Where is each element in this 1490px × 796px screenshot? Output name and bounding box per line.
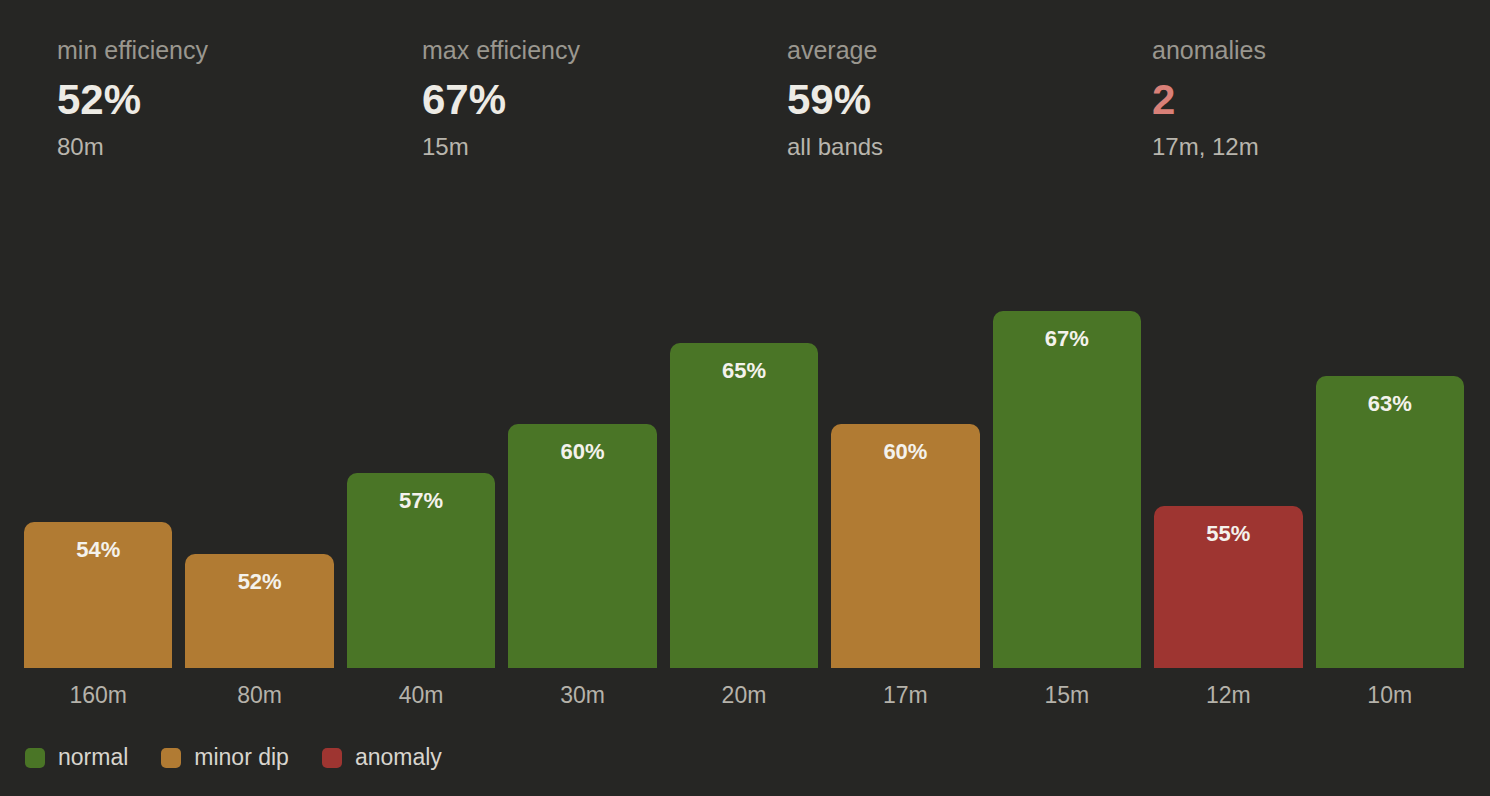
x-axis-label-10m: 10m — [1316, 682, 1464, 709]
x-axis-label-30m: 30m — [508, 682, 656, 709]
bar-10m[interactable]: 63% — [1316, 376, 1464, 668]
anomaly-swatch-icon — [322, 748, 342, 768]
x-axis-label-12m: 12m — [1154, 682, 1302, 709]
bar-chart: 54% 52% 57% 60% 65% 60% 67% 55% 63% — [24, 262, 1464, 668]
bar-80m[interactable]: 52% — [185, 554, 333, 668]
x-axis-label-80m: 80m — [185, 682, 333, 709]
x-axis-label-160m: 160m — [24, 682, 172, 709]
band-efficiency-dashboard: min efficiency 52% 80m max efficiency 67% 15m… — [0, 0, 1490, 796]
stats-row: min efficiency 52% 80m max efficiency 67% 15m… — [57, 36, 1490, 161]
x-axis-label-17m: 17m — [831, 682, 979, 709]
bar-value-label: 52% — [185, 554, 333, 595]
stat-value: 2 — [1152, 76, 1490, 124]
bar-15m[interactable]: 67% — [993, 311, 1141, 668]
stat-max-efficiency: max efficiency 67% 15m — [422, 36, 787, 161]
bar-value-label: 60% — [508, 424, 656, 465]
bar-value-label: 57% — [347, 473, 495, 514]
bar-value-label: 60% — [831, 424, 979, 465]
bar-12m[interactable]: 55% — [1154, 506, 1302, 668]
x-axis-label-20m: 20m — [670, 682, 818, 709]
bar-value-label: 55% — [1154, 506, 1302, 547]
stat-label: average — [787, 36, 1152, 65]
bar-value-label: 65% — [670, 343, 818, 384]
stat-average: average 59% all bands — [787, 36, 1152, 161]
normal-swatch-icon — [25, 748, 45, 768]
stat-label: min efficiency — [57, 36, 422, 65]
legend-item-normal[interactable]: normal — [25, 744, 128, 771]
bar-value-label: 67% — [993, 311, 1141, 352]
stat-value: 67% — [422, 76, 787, 124]
x-axis-label-40m: 40m — [347, 682, 495, 709]
x-axis-label-15m: 15m — [993, 682, 1141, 709]
bar-160m[interactable]: 54% — [24, 522, 172, 668]
bar-30m[interactable]: 60% — [508, 424, 656, 668]
bar-40m[interactable]: 57% — [347, 473, 495, 668]
bar-value-label: 54% — [24, 522, 172, 563]
bar-20m[interactable]: 65% — [670, 343, 818, 668]
stat-value: 52% — [57, 76, 422, 124]
bar-17m[interactable]: 60% — [831, 424, 979, 668]
legend-item-minor_dip[interactable]: minor dip — [161, 744, 289, 771]
legend-item-label: normal — [58, 744, 128, 771]
legend-item-label: minor dip — [194, 744, 289, 771]
stat-sub: 15m — [422, 133, 787, 161]
stat-sub: 80m — [57, 133, 422, 161]
stat-sub: 17m, 12m — [1152, 133, 1490, 161]
stat-label: max efficiency — [422, 36, 787, 65]
stat-min-efficiency: min efficiency 52% 80m — [57, 36, 422, 161]
stat-value: 59% — [787, 76, 1152, 124]
stat-sub: all bands — [787, 133, 1152, 161]
bar-value-label: 63% — [1316, 376, 1464, 417]
legend-item-label: anomaly — [355, 744, 442, 771]
minor_dip-swatch-icon — [161, 748, 181, 768]
stat-anomalies: anomalies 2 17m, 12m — [1152, 36, 1490, 161]
chart-legend: normal minor dip anomaly — [25, 744, 442, 771]
x-axis-labels: 160m 80m 40m 30m 20m 17m 15m 12m 10m — [24, 682, 1464, 709]
legend-item-anomaly[interactable]: anomaly — [322, 744, 442, 771]
stat-label: anomalies — [1152, 36, 1490, 65]
